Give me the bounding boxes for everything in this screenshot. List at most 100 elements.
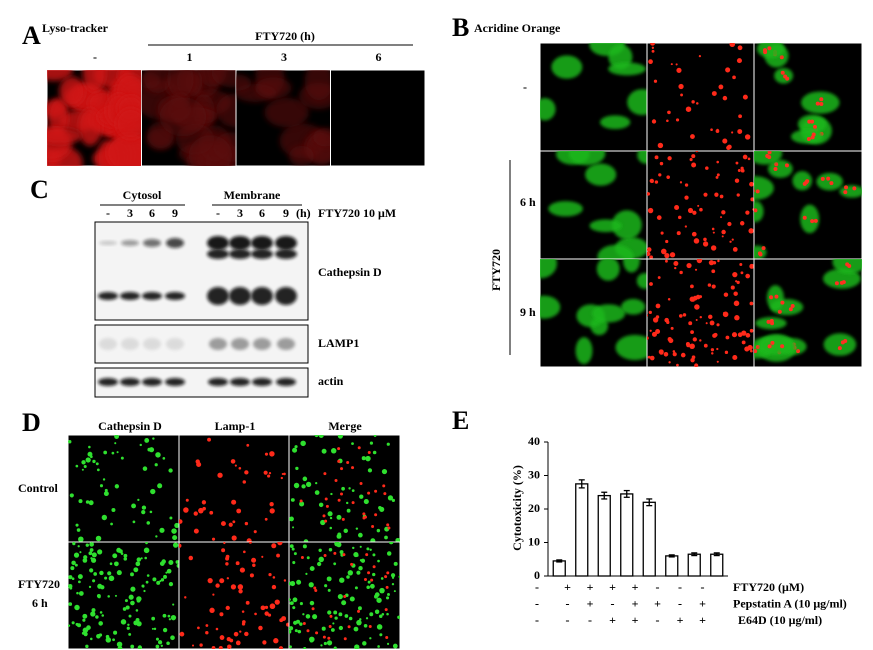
row-label: 6 h <box>32 596 48 610</box>
band <box>121 338 139 350</box>
dot <box>716 323 720 327</box>
dot <box>841 280 846 285</box>
dot <box>393 561 398 566</box>
dot <box>168 582 174 587</box>
dot <box>736 193 740 197</box>
dot <box>333 562 337 566</box>
cell <box>759 335 794 356</box>
dot <box>147 447 152 452</box>
dot <box>131 503 137 509</box>
dot <box>168 618 172 621</box>
dot <box>802 181 807 186</box>
dot <box>124 599 128 603</box>
dot <box>339 577 345 583</box>
cell <box>596 259 620 281</box>
dot <box>289 598 291 601</box>
dot <box>318 548 322 552</box>
dot <box>666 320 670 325</box>
dot <box>251 557 257 563</box>
dot <box>327 588 331 592</box>
dot <box>329 614 333 618</box>
dot <box>829 181 834 186</box>
dot <box>328 624 332 628</box>
dot <box>651 331 657 337</box>
dot <box>162 613 167 618</box>
dot <box>144 556 147 560</box>
dot <box>112 638 115 642</box>
dot <box>353 551 359 558</box>
dot <box>385 585 389 589</box>
cell <box>585 163 617 186</box>
dot <box>659 350 664 355</box>
lane-label: 6 <box>149 206 155 220</box>
dot <box>723 292 729 297</box>
dot <box>729 43 736 48</box>
dot <box>761 246 766 251</box>
dot <box>749 181 754 187</box>
dot <box>807 119 812 124</box>
dot <box>76 528 81 532</box>
dot <box>749 301 754 306</box>
dot <box>365 553 369 557</box>
dot <box>81 468 84 471</box>
dot <box>317 561 322 567</box>
micrograph <box>67 434 180 543</box>
dot <box>146 521 151 525</box>
dot <box>343 637 347 641</box>
dot <box>690 134 695 139</box>
dot <box>720 216 723 219</box>
dot <box>369 612 374 617</box>
dot <box>300 440 306 447</box>
dot <box>684 195 689 200</box>
dot <box>767 344 772 349</box>
dot <box>114 435 119 439</box>
y-tick-label: 40 <box>528 434 540 448</box>
dot <box>852 186 857 191</box>
dot <box>128 614 132 618</box>
dot <box>299 501 305 507</box>
dot <box>779 55 784 60</box>
dot <box>754 189 755 193</box>
dot <box>351 501 355 505</box>
dot <box>264 611 269 616</box>
dot <box>712 261 717 265</box>
condition-mark: + <box>677 613 684 627</box>
micrograph <box>646 42 755 152</box>
dot <box>116 570 122 576</box>
dot <box>330 628 335 632</box>
dot <box>343 594 347 598</box>
dot <box>805 179 810 184</box>
dot <box>739 221 745 226</box>
dot <box>736 58 742 64</box>
dot <box>840 340 845 345</box>
dot <box>678 83 684 90</box>
dot <box>359 545 362 548</box>
dot <box>230 584 237 590</box>
dot <box>692 298 695 302</box>
dot <box>321 626 326 631</box>
micrograph <box>539 42 648 152</box>
dot <box>712 231 715 234</box>
dot <box>123 557 128 561</box>
dot <box>146 574 150 577</box>
cell <box>47 70 73 81</box>
dot <box>784 163 789 168</box>
dot <box>674 266 677 270</box>
dot <box>219 578 225 584</box>
dot <box>75 523 79 527</box>
dot <box>376 528 381 533</box>
dot <box>82 613 88 619</box>
micrograph <box>288 541 401 650</box>
dot <box>366 547 370 551</box>
dot <box>368 625 372 629</box>
dot <box>708 260 715 266</box>
dot <box>267 474 271 478</box>
condition-mark: + <box>587 580 594 594</box>
dot <box>647 336 649 340</box>
dot <box>750 349 753 353</box>
dot <box>755 189 760 194</box>
dot <box>101 514 108 521</box>
dot <box>172 535 178 541</box>
dot <box>819 97 824 102</box>
dot <box>326 576 332 582</box>
